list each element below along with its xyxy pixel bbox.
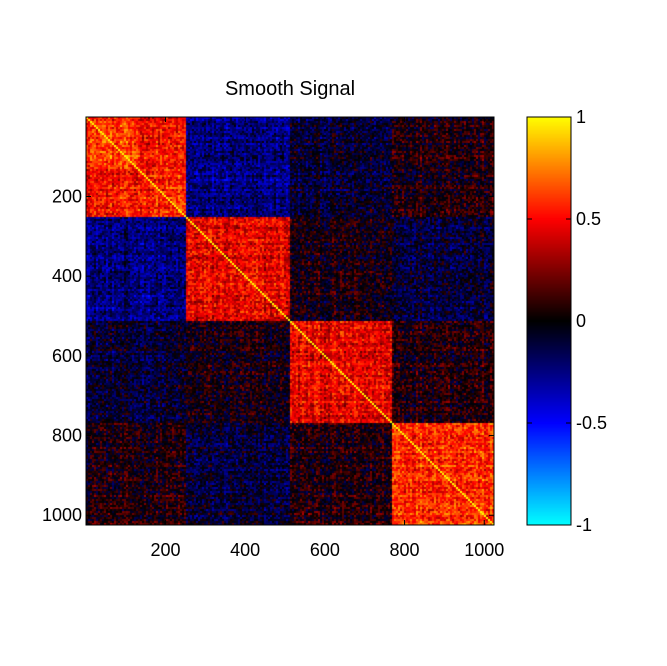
x-tick-label: 400 (230, 540, 260, 560)
colorbar-frame (526, 116, 572, 526)
chart-title: Smooth Signal (224, 78, 356, 100)
y-tick-label: 800 (52, 426, 82, 446)
colorbar-tick-label: -1 (576, 515, 592, 535)
y-tick-label: 1000 (42, 505, 82, 525)
colorbar-tick-label: -0.5 (576, 413, 607, 433)
colorbar-tick-label: 0 (576, 311, 586, 331)
y-tick-label: 400 (52, 266, 82, 286)
plot-frame (85, 116, 495, 526)
colorbar-tick-label: 1 (576, 107, 586, 127)
colorbar-tick-label: 0.5 (576, 209, 601, 229)
x-tick-label: 200 (150, 540, 180, 560)
x-tick-label: 600 (310, 540, 340, 560)
y-tick-label: 600 (52, 346, 82, 366)
y-tick-label: 200 (52, 186, 82, 206)
heatmap-plot (86, 117, 494, 525)
x-tick-label: 1000 (464, 540, 504, 560)
x-tick-label: 800 (390, 540, 420, 560)
colorbar (527, 117, 571, 525)
